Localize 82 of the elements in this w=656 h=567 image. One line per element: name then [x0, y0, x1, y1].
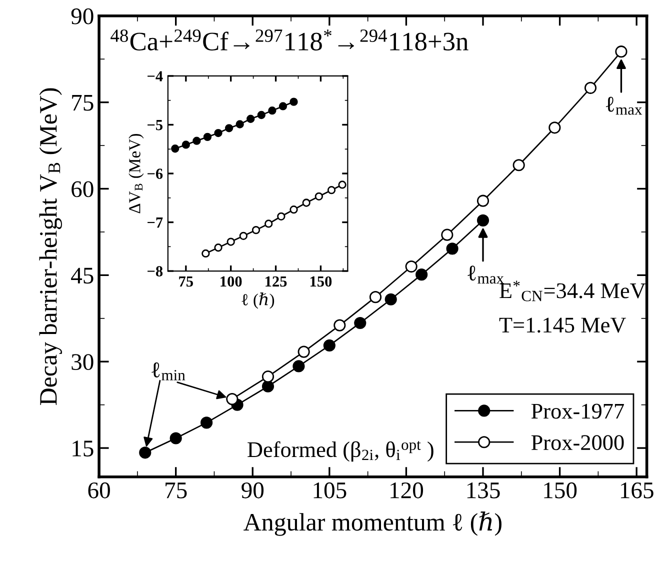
point	[268, 106, 276, 115]
x-tick-label: 150	[544, 482, 577, 498]
point	[170, 432, 182, 444]
point	[290, 98, 298, 106]
y-tick-label: 90	[71, 8, 94, 24]
chart-title: $^{48}$Ca+$^{249}$Cf→$^{297}$118$^{*}$→$^{294}$118+3n	[110, 29, 468, 50]
x-axis-title: ℓ (ℏ)	[242, 292, 274, 309]
annotation: ℓ$_{min}$	[152, 362, 186, 380]
point	[257, 110, 266, 120]
point	[476, 214, 490, 226]
annotation: T=1.145 MeV	[499, 318, 626, 333]
point	[354, 316, 366, 330]
point	[584, 82, 597, 94]
point	[615, 46, 628, 58]
point	[298, 346, 310, 358]
y-tick-label: −7	[148, 218, 163, 228]
point	[226, 238, 235, 246]
x-tick-label: 90	[242, 482, 264, 498]
x-tick-label: 75	[166, 482, 187, 498]
x-tick-label: 75	[179, 276, 193, 287]
point	[182, 140, 190, 149]
point	[203, 132, 212, 142]
point	[202, 249, 210, 258]
x-tick-label: 60	[88, 482, 110, 498]
x-tick-label: 125	[266, 276, 287, 287]
point	[405, 260, 418, 273]
x-tick-label: 165	[620, 482, 654, 498]
y-tick-label: 30	[72, 354, 94, 370]
point	[278, 102, 288, 110]
y-tick-label: 15	[72, 440, 94, 456]
point	[239, 232, 248, 240]
point	[302, 198, 310, 207]
point	[262, 370, 274, 383]
annotation: ℓ$_{max}$	[468, 266, 504, 284]
point	[262, 380, 274, 392]
annotation: Deformed (β$_{2i}$, θ$_{i}$$^{opt}$ )	[248, 441, 434, 462]
point	[292, 360, 305, 372]
legend-label: Prox-1977	[531, 404, 624, 419]
annotation: ℓ$_{max}$	[606, 96, 642, 115]
y-tick-label: 45	[71, 268, 94, 284]
point	[314, 192, 323, 200]
point	[236, 120, 244, 128]
point	[338, 180, 346, 189]
point	[441, 228, 454, 241]
point	[290, 206, 298, 214]
point	[226, 393, 238, 406]
y-tick-label: −5	[148, 120, 163, 130]
x-tick-label: 135	[467, 482, 500, 498]
point	[476, 194, 490, 207]
x-tick-label: 150	[310, 276, 332, 287]
point	[214, 128, 222, 138]
point	[246, 114, 255, 123]
point	[334, 319, 346, 332]
point	[446, 242, 458, 255]
point	[327, 186, 336, 194]
point	[384, 293, 397, 306]
point	[264, 220, 273, 228]
x-tick-label: 100	[220, 276, 242, 287]
point	[548, 122, 561, 134]
point	[369, 291, 382, 304]
y-tick-label: 75	[72, 95, 94, 111]
x-tick-label: 105	[314, 482, 346, 498]
y-tick-label: −6	[148, 168, 163, 179]
point	[252, 226, 260, 234]
point	[277, 212, 286, 220]
x-tick-label: 120	[390, 482, 424, 498]
y-tick-label: −8	[148, 266, 163, 276]
point	[512, 159, 525, 172]
y-tick-label: −4	[148, 71, 163, 82]
point	[214, 244, 222, 252]
point	[192, 136, 201, 145]
x-axis-title: Angular momentum ℓ (ℏ)	[244, 511, 502, 536]
legend-label: Prox-2000	[531, 435, 624, 450]
point	[139, 446, 152, 459]
point	[171, 144, 180, 153]
point	[416, 268, 428, 281]
y-tick-label: 60	[72, 181, 94, 198]
y-axis-title: Decay barrier-height V$_{B}$ (MeV)	[39, 88, 62, 406]
point	[323, 339, 336, 352]
point	[200, 416, 213, 429]
point	[224, 124, 234, 132]
y-axis-title: ΔV$_{B}$ (MeV)	[128, 134, 144, 214]
